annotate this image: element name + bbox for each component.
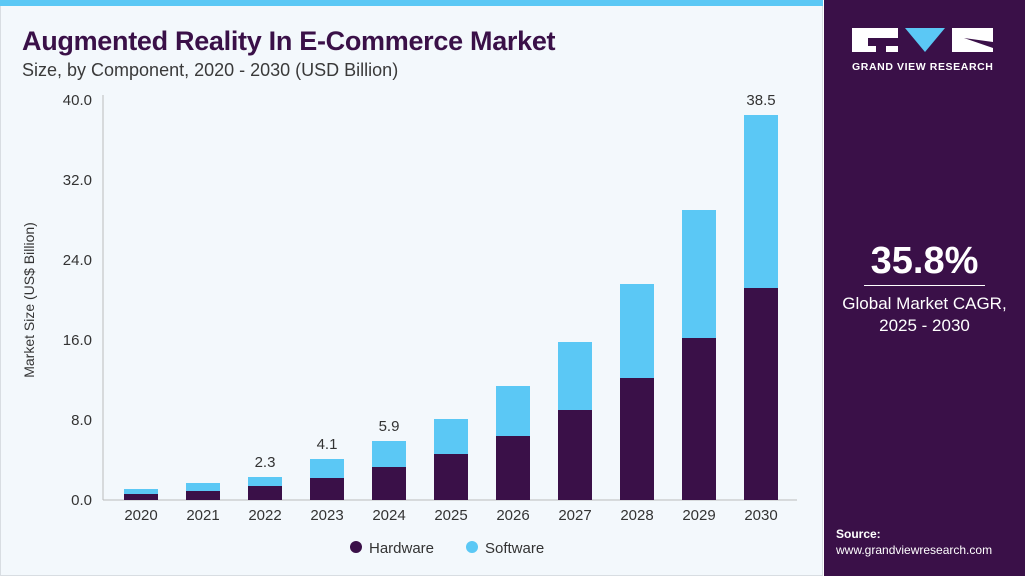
y-tick-label: 0.0 [71, 492, 92, 509]
bar-software-2027 [558, 342, 592, 410]
source-url[interactable]: www.grandviewresearch.com [836, 543, 993, 557]
x-tick-label: 2025 [434, 507, 467, 524]
bar-hardware-2020 [124, 494, 158, 500]
bar-software-2026 [496, 386, 530, 436]
sidebar: GRAND VIEW RESEARCH 35.8% Global Market … [824, 0, 1025, 576]
y-tick-label: 40.0 [63, 92, 92, 109]
cagr-value: 35.8% [870, 240, 979, 282]
stacked-bar-chart: 0.0 8.0 16.0 24.0 32.0 40.0 Market Size (US$ B… [21, 92, 797, 557]
bar-software-2025 [434, 419, 468, 454]
bar-hardware-2023 [310, 478, 344, 500]
cagr-label: Global Market CAGR, 2025 - 2030 [824, 293, 1025, 337]
legend-label-software: Software [485, 540, 544, 557]
x-tick-label: 2027 [558, 507, 591, 524]
legend-marker-software [466, 541, 478, 553]
bar-hardware-2027 [558, 410, 592, 500]
bar-software-2024 [372, 441, 406, 467]
bar-software-2020 [124, 489, 158, 494]
data-label: 38.5 [746, 92, 775, 109]
cagr-label-line2: 2025 - 2030 [879, 316, 970, 335]
bar-hardware-2030 [744, 288, 778, 500]
bar-software-2029 [682, 210, 716, 338]
brand-name: GRAND VIEW RESEARCH [852, 61, 994, 73]
y-tick-label: 8.0 [71, 412, 92, 429]
x-tick-label: 2028 [620, 507, 653, 524]
y-tick-label: 16.0 [63, 332, 92, 349]
bar-hardware-2022 [248, 486, 282, 500]
x-tick-label: 2021 [186, 507, 219, 524]
legend-label-hardware: Hardware [369, 540, 434, 557]
bar-software-2030 [744, 115, 778, 288]
bar-software-2028 [620, 284, 654, 378]
x-tick-label: 2030 [744, 507, 777, 524]
cagr-label-line1: Global Market CAGR, [842, 294, 1007, 313]
bar-hardware-2028 [620, 378, 654, 500]
bar-hardware-2025 [434, 454, 468, 500]
source-label: Source: [836, 527, 881, 541]
bar-hardware-2026 [496, 436, 530, 500]
bar-hardware-2029 [682, 338, 716, 500]
chart-title: Augmented Reality In E-Commerce Market [22, 26, 556, 56]
bar-software-2021 [186, 483, 220, 491]
x-tick-label: 2023 [310, 507, 343, 524]
bar-software-2022 [248, 477, 282, 486]
accent-bar [0, 0, 823, 6]
bar-hardware-2024 [372, 467, 406, 500]
data-label: 4.1 [317, 436, 338, 453]
y-tick-label: 24.0 [63, 252, 92, 269]
chart-subtitle: Size, by Component, 2020 - 2030 (USD Bil… [22, 60, 399, 80]
x-tick-label: 2022 [248, 507, 281, 524]
y-axis-label: Market Size (US$ Billion) [21, 222, 37, 378]
bar-software-2023 [310, 459, 344, 478]
x-tick-label: 2029 [682, 507, 715, 524]
grand-view-research-logo [852, 28, 993, 52]
x-tick-label: 2020 [124, 507, 157, 524]
data-label: 5.9 [379, 418, 400, 435]
y-tick-label: 32.0 [63, 172, 92, 189]
divider [864, 285, 985, 286]
bar-hardware-2021 [186, 491, 220, 500]
x-tick-label: 2026 [496, 507, 529, 524]
x-tick-label: 2024 [372, 507, 405, 524]
data-label: 2.3 [255, 454, 276, 471]
legend-marker-hardware [350, 541, 362, 553]
